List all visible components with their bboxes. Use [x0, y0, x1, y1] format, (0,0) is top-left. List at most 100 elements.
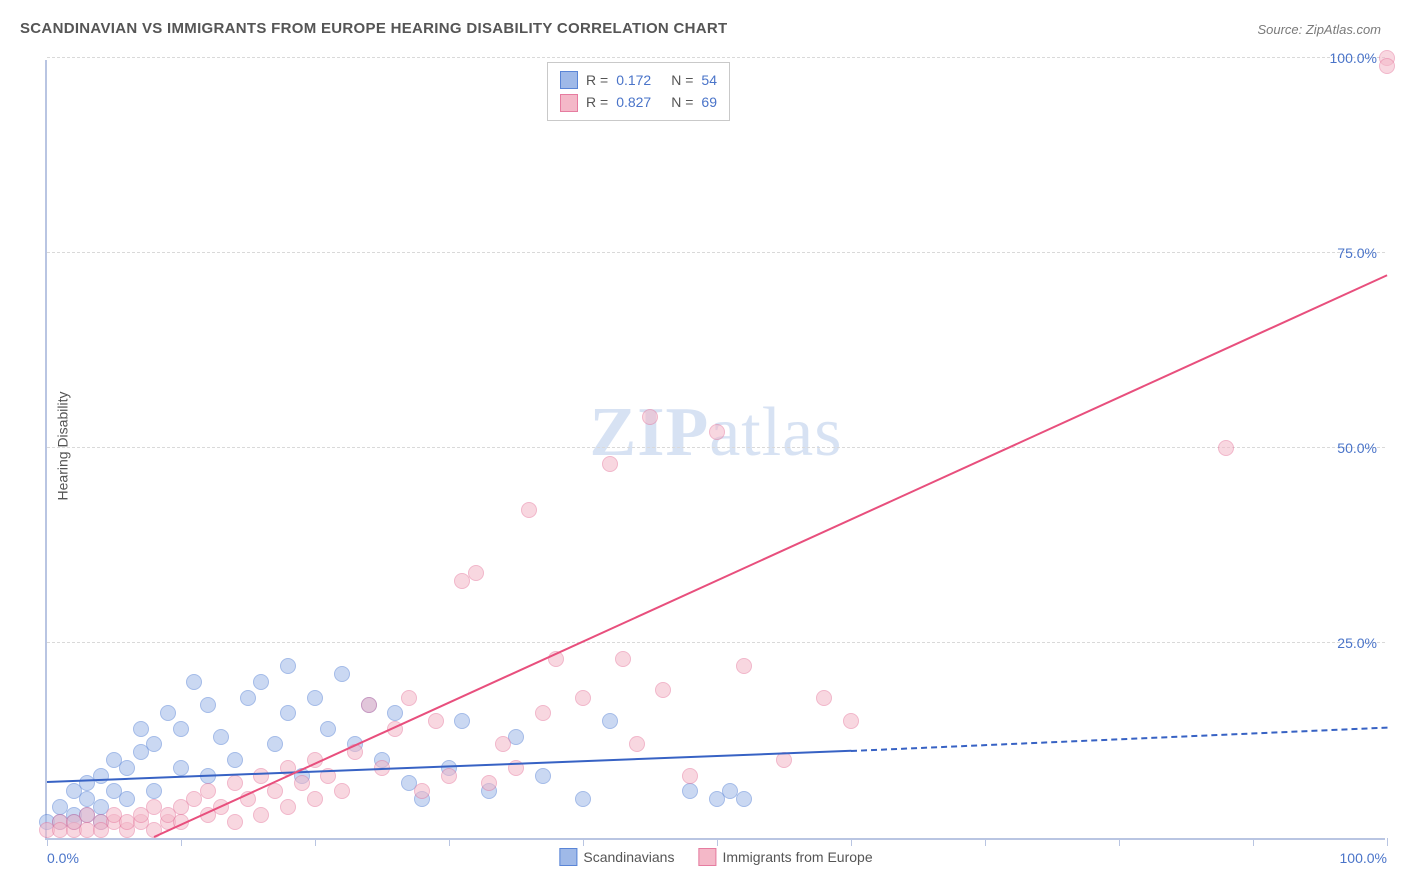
x-tick	[181, 838, 182, 846]
immigrant-point	[334, 783, 350, 799]
scandinavian-point	[173, 721, 189, 737]
scandinavian-point	[133, 721, 149, 737]
immigrant-point	[481, 775, 497, 791]
immigrant-point	[468, 565, 484, 581]
legend-row: R = 0.172 N = 54	[560, 69, 717, 91]
immigrant-point	[535, 705, 551, 721]
series-label: Immigrants from Europe	[722, 849, 872, 865]
legend-n-value: 69	[701, 91, 717, 113]
scandinavian-point	[146, 736, 162, 752]
x-tick-label: 0.0%	[47, 850, 79, 866]
immigrant-point	[1218, 440, 1234, 456]
scandinavian-point	[307, 690, 323, 706]
legend-r-value: 0.172	[616, 69, 651, 91]
scandinavian-point	[146, 783, 162, 799]
immigrant-point	[200, 783, 216, 799]
immigrant-point	[816, 690, 832, 706]
scandinavian-point	[535, 768, 551, 784]
immigrant-point	[1379, 58, 1395, 74]
scandinavian-point	[240, 690, 256, 706]
scandinavian-point	[186, 674, 202, 690]
scandinavian-point	[173, 760, 189, 776]
immigrant-point	[253, 768, 269, 784]
scandinavian-point	[454, 713, 470, 729]
legend-swatch	[560, 71, 578, 89]
correlation-legend: R = 0.172 N = 54 R = 0.827 N = 69	[547, 62, 730, 121]
immigrant-point	[575, 690, 591, 706]
scandinavian-point	[736, 791, 752, 807]
x-tick-label: 100.0%	[1340, 850, 1387, 866]
immigrant-point	[682, 768, 698, 784]
chart-title: SCANDINAVIAN VS IMMIGRANTS FROM EUROPE H…	[20, 20, 728, 37]
x-tick	[1119, 838, 1120, 846]
source-attribution: Source: ZipAtlas.com	[1257, 22, 1381, 37]
y-tick-label: 100.0%	[1330, 50, 1377, 66]
scandinavian-point	[267, 736, 283, 752]
immigrant-point	[441, 768, 457, 784]
scandinavian-point	[119, 760, 135, 776]
gridline	[47, 447, 1385, 448]
x-tick	[717, 838, 718, 846]
y-tick-label: 75.0%	[1337, 245, 1377, 261]
legend-swatch	[559, 848, 577, 866]
immigrant-point	[428, 713, 444, 729]
immigrant-point	[294, 775, 310, 791]
legend-r-label: R =	[586, 69, 608, 91]
scandinavian-point	[575, 791, 591, 807]
immigrant-point	[227, 775, 243, 791]
immigrant-point	[843, 713, 859, 729]
gridline	[47, 57, 1385, 58]
legend-n-label: N =	[671, 69, 693, 91]
scandinavian-point	[200, 697, 216, 713]
immigrant-point	[414, 783, 430, 799]
legend-r-value: 0.827	[616, 91, 651, 113]
legend-n-value: 54	[701, 69, 717, 91]
x-tick	[315, 838, 316, 846]
immigrant-point	[642, 409, 658, 425]
immigrant-point	[253, 807, 269, 823]
scandinavian-point	[320, 721, 336, 737]
y-tick-label: 25.0%	[1337, 635, 1377, 651]
x-tick	[47, 838, 48, 846]
scandinavian-point	[227, 752, 243, 768]
immigrant-point	[227, 814, 243, 830]
trend-line	[851, 727, 1387, 752]
immigrant-point	[709, 424, 725, 440]
scandinavian-point	[93, 768, 109, 784]
immigrant-point	[602, 456, 618, 472]
immigrant-point	[615, 651, 631, 667]
immigrant-point	[495, 736, 511, 752]
series-legend: Scandinavians Immigrants from Europe	[559, 848, 872, 866]
gridline	[47, 642, 1385, 643]
legend-swatch	[560, 94, 578, 112]
immigrant-point	[280, 799, 296, 815]
immigrant-point	[655, 682, 671, 698]
y-tick-label: 50.0%	[1337, 440, 1377, 456]
immigrant-point	[521, 502, 537, 518]
scandinavian-point	[682, 783, 698, 799]
scandinavian-point	[387, 705, 403, 721]
immigrant-point	[361, 697, 377, 713]
immigrant-point	[307, 791, 323, 807]
scandinavian-point	[334, 666, 350, 682]
legend-row: R = 0.827 N = 69	[560, 91, 717, 113]
gridline	[47, 252, 1385, 253]
series-legend-item: Scandinavians	[559, 848, 674, 866]
plot-area: ZIPatlas 25.0%50.0%75.0%100.0%0.0%100.0%…	[45, 60, 1385, 840]
scandinavian-point	[160, 705, 176, 721]
scandinavian-point	[280, 658, 296, 674]
x-tick	[985, 838, 986, 846]
x-tick	[449, 838, 450, 846]
immigrant-point	[736, 658, 752, 674]
x-tick	[1387, 838, 1388, 846]
scandinavian-point	[213, 729, 229, 745]
legend-swatch	[698, 848, 716, 866]
x-tick	[583, 838, 584, 846]
immigrant-point	[629, 736, 645, 752]
scandinavian-point	[280, 705, 296, 721]
x-tick	[851, 838, 852, 846]
scandinavian-point	[253, 674, 269, 690]
legend-n-label: N =	[671, 91, 693, 113]
legend-r-label: R =	[586, 91, 608, 113]
x-tick	[1253, 838, 1254, 846]
